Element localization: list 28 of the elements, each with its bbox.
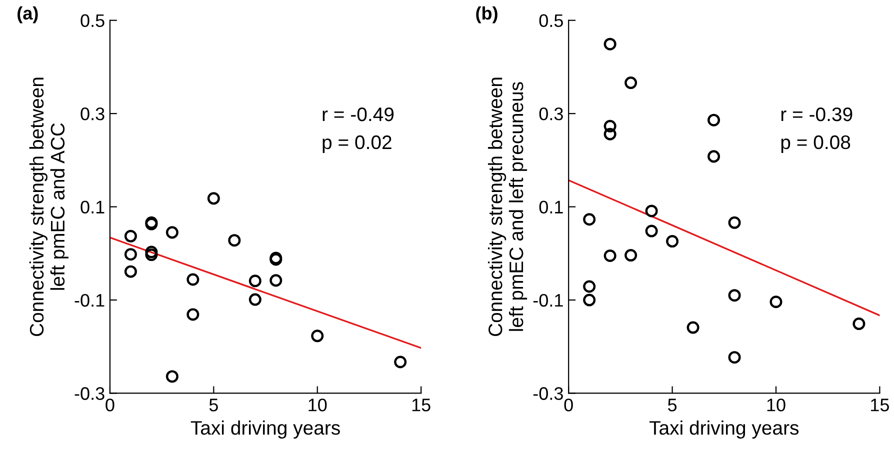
x-tick-label: 5 (668, 398, 677, 412)
annotation: p = 0.08 (781, 135, 850, 154)
x-tick-label: 15 (412, 398, 430, 412)
y-tick-label: 0.3 (539, 108, 563, 120)
x-tick-label: 0 (106, 398, 114, 412)
x-tick-label: 0 (564, 398, 573, 412)
x-tick-label: 10 (308, 398, 327, 412)
y-axis-title: Connectivity strength between left pmEC and ACC (29, 78, 68, 336)
y-tick-label: 0.1 (539, 200, 563, 214)
y-axis-title: Connectivity strength between left pmEC and left precuneus (488, 78, 528, 336)
y-tick-label: 0.1 (80, 200, 104, 214)
x-tick-label: 10 (767, 398, 786, 412)
y-tick-label: -0.1 (533, 294, 563, 307)
x-axis-title: Taxi driving years (190, 420, 340, 439)
chart-title: (b) (476, 6, 498, 24)
chart-title: (a) (18, 6, 38, 24)
y-tick-label: 0.3 (80, 108, 104, 120)
y-tick-label: 0.5 (80, 14, 104, 28)
annotation: r = -0.49 (322, 107, 394, 122)
x-tick-label: 15 (871, 398, 889, 412)
x-tick-label: 5 (209, 398, 218, 412)
x-axis-title: Taxi driving years (649, 420, 799, 439)
annotation: r = -0.39 (781, 107, 852, 122)
y-tick-label: 0.5 (539, 14, 563, 28)
y-tick-label: -0.3 (74, 387, 104, 400)
y-tick-label: -0.3 (533, 387, 563, 400)
y-tick-label: -0.1 (74, 294, 104, 307)
annotation: p = 0.02 (322, 135, 392, 154)
